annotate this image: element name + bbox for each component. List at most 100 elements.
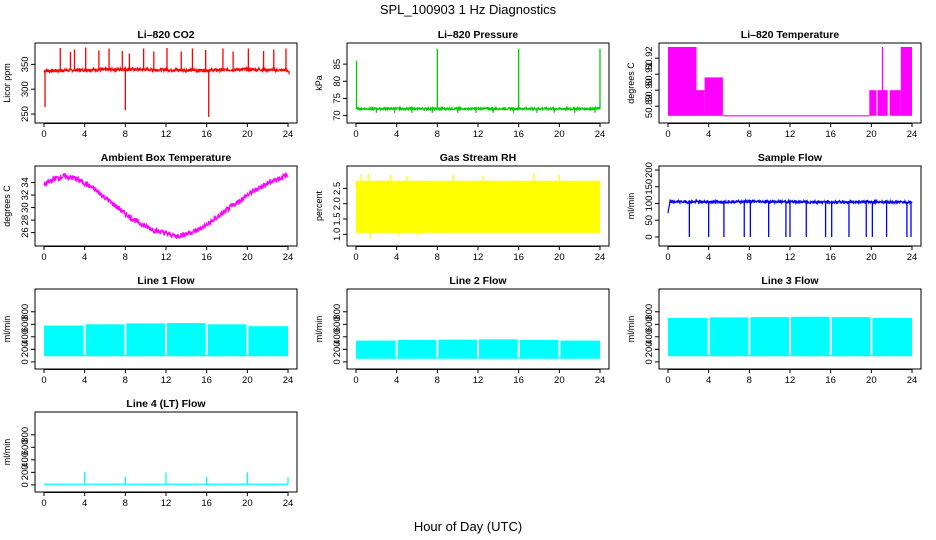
x-tick-label: 20 <box>242 375 253 386</box>
y-axis-label: degrees C <box>626 62 636 104</box>
oscillation-band <box>668 318 708 356</box>
oscillation-band <box>668 47 697 116</box>
y-tick-label: 250 <box>20 106 31 122</box>
x-tick-label: 20 <box>866 252 877 263</box>
y-axis-label: degrees C <box>2 185 12 227</box>
x-tick-label: 4 <box>82 129 87 140</box>
y-axis-label: Licor ppm <box>2 63 12 103</box>
x-tick-label: 0 <box>353 375 358 386</box>
oscillation-band <box>44 325 84 356</box>
oscillation-band <box>479 339 518 359</box>
x-tick-label: 8 <box>123 375 128 386</box>
x-tick-label: 16 <box>825 252 836 263</box>
y-tick-label: 50 <box>644 215 655 226</box>
data-group <box>43 47 290 118</box>
x-tick-label: 0 <box>665 252 670 263</box>
y-tick-label: 400 <box>20 329 31 345</box>
x-tick-label: 8 <box>435 252 440 263</box>
panel-title: Line 1 Flow <box>137 275 195 287</box>
oscillation-band <box>869 90 877 116</box>
y-axis-label: ml/min <box>626 316 636 343</box>
x-tick-label: 4 <box>394 375 399 386</box>
y-tick-label: 30 <box>20 202 31 213</box>
panel-title: Li–820 CO2 <box>137 29 194 41</box>
x-tick-label: 8 <box>123 252 128 263</box>
x-tick-label: 12 <box>785 375 796 386</box>
oscillation-band <box>397 339 437 359</box>
x-tick-label: 20 <box>242 498 253 509</box>
x-tick-label: 20 <box>866 375 877 386</box>
x-tick-label: 4 <box>82 375 87 386</box>
y-tick-label: 26 <box>20 227 31 238</box>
x-tick-label: 24 <box>283 252 294 263</box>
y-tick-label: 300 <box>20 81 31 97</box>
y-tick-label: 0 <box>20 482 31 487</box>
x-tick-label: 16 <box>201 375 212 386</box>
x-tick-label: 24 <box>595 129 606 140</box>
panel-title: Line 4 (LT) Flow <box>126 398 206 410</box>
panel-title: Gas Stream RH <box>440 152 516 164</box>
series-line <box>355 105 601 113</box>
y-tick-label: 400 <box>644 329 655 345</box>
x-tick-label: 20 <box>242 252 253 263</box>
y-tick-label: 800 <box>20 304 31 320</box>
panel-8: Line 2 Flow ml/min 0 4 8 12 16 20 24 0 20040060080… <box>314 275 610 386</box>
data-group <box>667 198 913 237</box>
panel-title: Ambient Box Temperature <box>101 152 232 164</box>
oscillation-band <box>519 339 559 359</box>
y-tick-label: 200 <box>644 341 655 357</box>
y-tick-label: 32 <box>20 190 31 201</box>
oscillation-band <box>85 324 125 356</box>
x-tick-label: 0 <box>41 375 46 386</box>
plot-frame <box>346 42 610 124</box>
panel-title: Sample Flow <box>758 152 823 164</box>
oscillation-band <box>248 326 288 356</box>
y-tick-label: 50.91 <box>644 62 655 86</box>
y-tick-label: 200 <box>644 162 655 178</box>
y-tick-label: 75 <box>332 93 343 104</box>
oscillation-band <box>126 323 165 356</box>
series-line <box>43 171 289 240</box>
y-tick-label: 200 <box>20 341 31 357</box>
y-tick-label: 350 <box>20 56 31 72</box>
x-tick-label: 12 <box>161 252 172 263</box>
panel-title: Line 2 Flow <box>449 275 507 287</box>
y-tick-label: 600 <box>644 316 655 332</box>
y-tick-label: 34 <box>20 177 31 188</box>
y-tick-label: 50.89 <box>644 94 655 118</box>
y-tick-label: 100 <box>644 196 655 212</box>
oscillation-band <box>791 316 830 356</box>
data-group <box>668 47 912 117</box>
y-axis-label: ml/min <box>314 316 324 343</box>
data-group <box>356 339 600 359</box>
y-tick-label: 800 <box>332 304 343 320</box>
x-tick-label: 16 <box>201 498 212 509</box>
x-tick-label: 0 <box>41 129 46 140</box>
y-tick-label: 50.90 <box>644 78 655 102</box>
y-axis-label: ml/min <box>2 316 12 343</box>
y-tick-label: 2.5 <box>332 182 343 195</box>
y-tick-label: 0 <box>332 359 343 364</box>
y-tick-label: 0 <box>20 359 31 364</box>
data-group <box>43 171 289 240</box>
oscillation-band <box>900 47 912 116</box>
figure-title: SPL_100903 1 Hz Diagnostics <box>380 2 557 17</box>
y-tick-label: 28 <box>20 215 31 226</box>
oscillation-band <box>167 323 206 356</box>
y-axis-label: ml/min <box>2 439 12 466</box>
x-tick-label: 12 <box>785 129 796 140</box>
x-tick-label: 0 <box>41 252 46 263</box>
y-tick-label: 400 <box>20 452 31 468</box>
y-tick-label: 0 <box>644 234 655 239</box>
x-tick-label: 24 <box>907 375 918 386</box>
x-tick-label: 0 <box>665 129 670 140</box>
x-tick-label: 0 <box>665 375 670 386</box>
x-tick-label: 4 <box>706 129 711 140</box>
y-axis-label: ml/min <box>626 193 636 220</box>
oscillation-band <box>750 317 789 356</box>
x-tick-label: 8 <box>747 252 752 263</box>
x-tick-label: 16 <box>201 129 212 140</box>
oscillation-band <box>356 180 600 233</box>
